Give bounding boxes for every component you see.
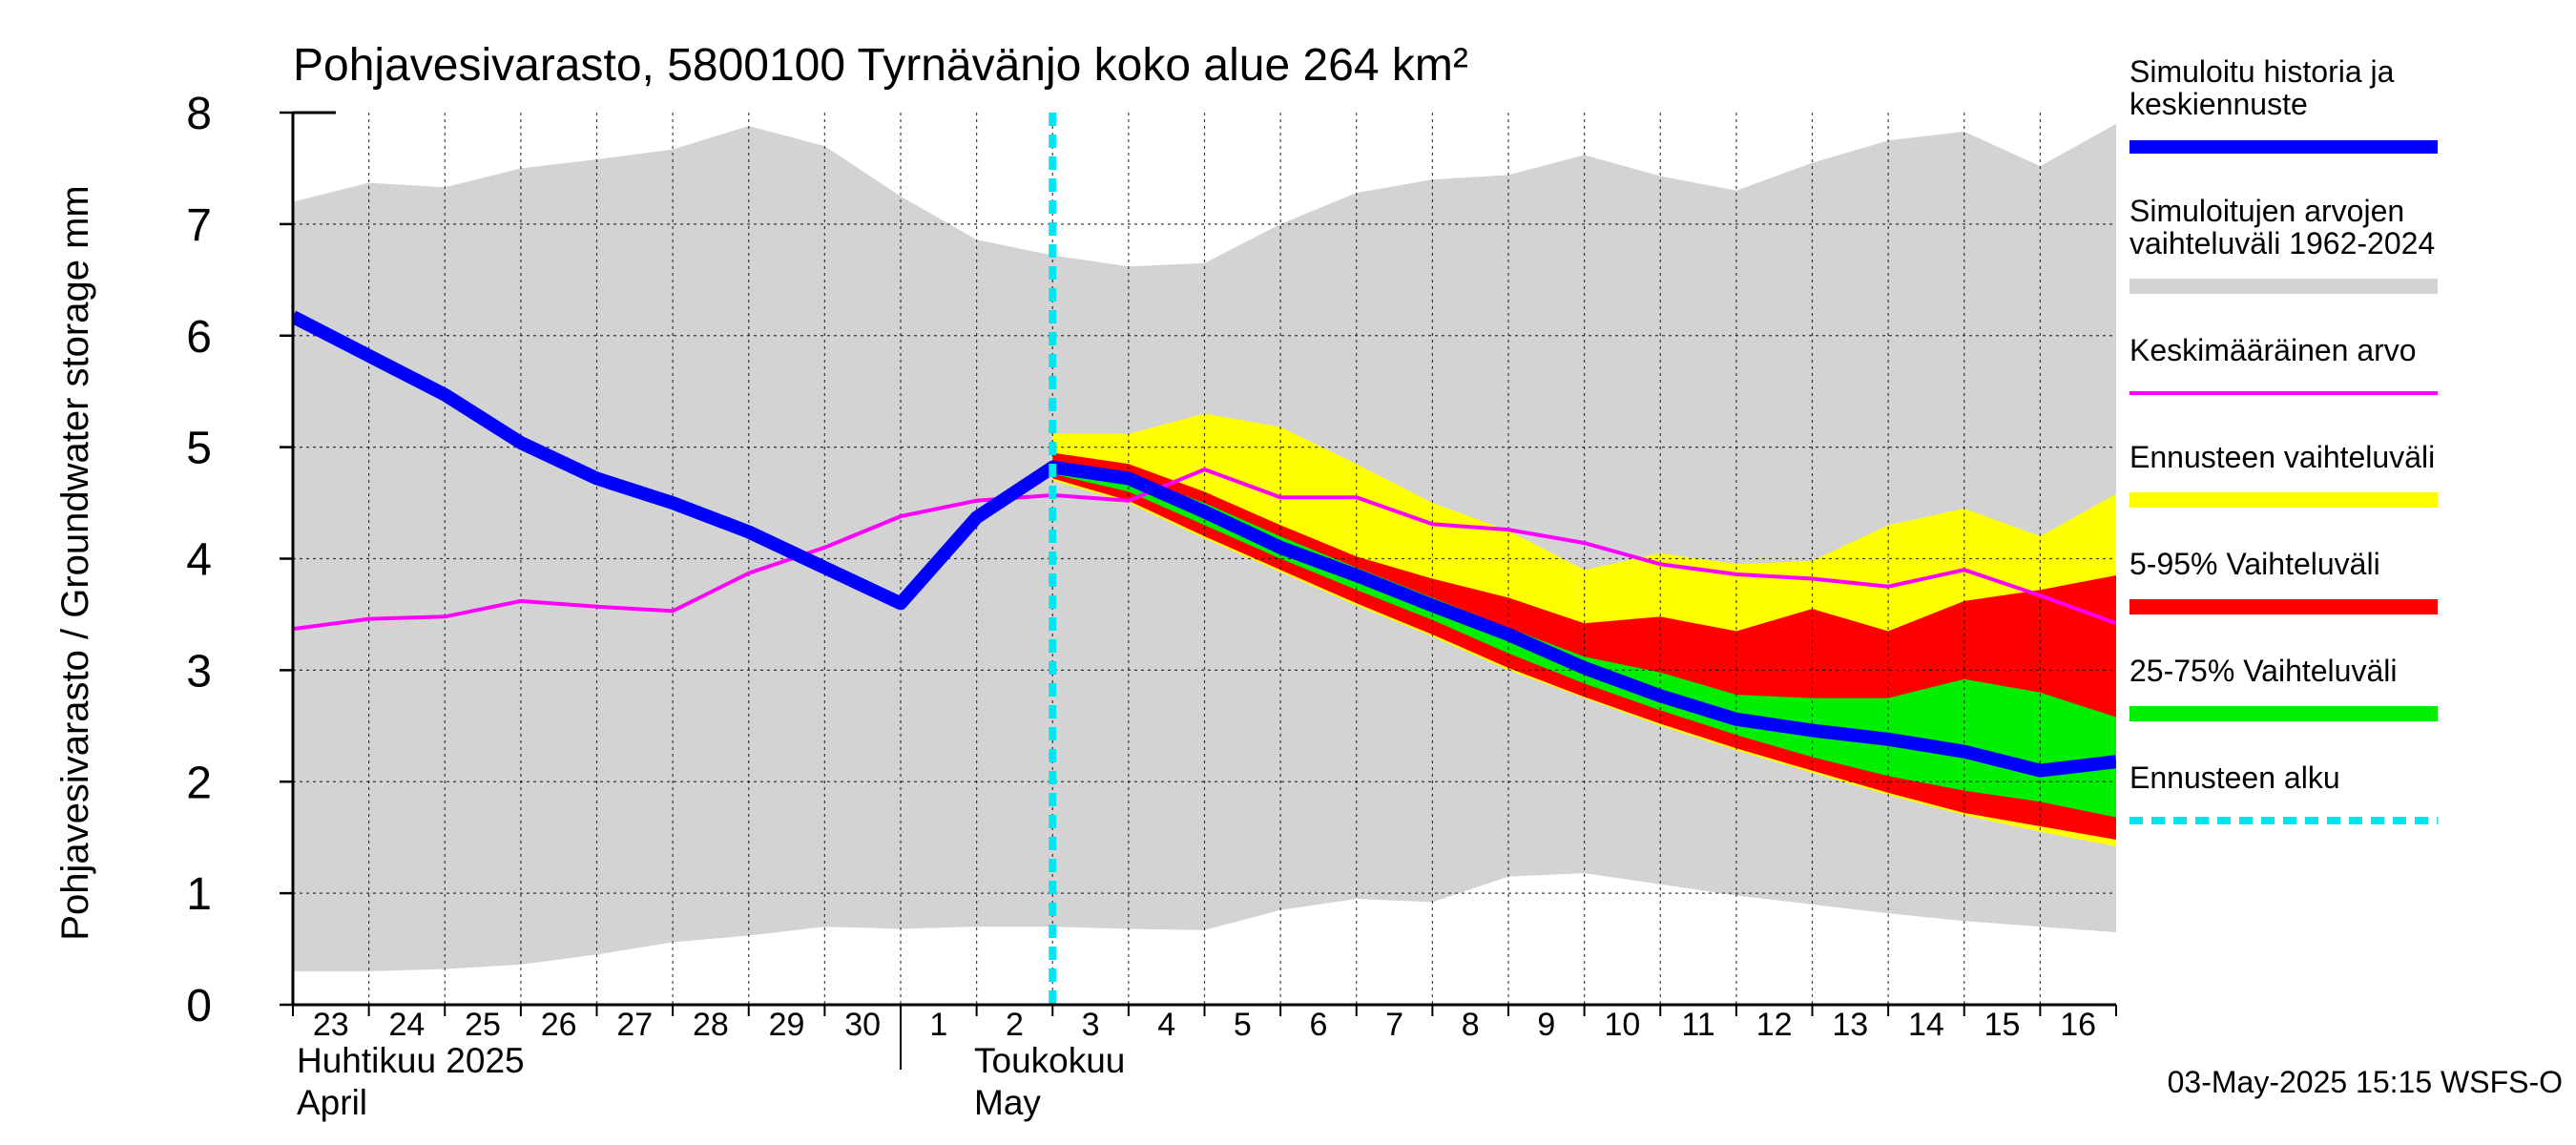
x-tick-label: 12 — [1756, 1007, 1793, 1043]
x-tick-label: 30 — [844, 1007, 881, 1043]
x-tick-label: 25 — [465, 1007, 501, 1043]
legend-label: Ennusteen alku — [2129, 760, 2340, 795]
y-tick-label: 2 — [186, 758, 212, 808]
x-tick-label: 4 — [1157, 1007, 1175, 1043]
month-label-april-fi: Huhtikuu 2025 — [297, 1041, 525, 1080]
y-tick-label: 4 — [186, 535, 212, 586]
x-tick-label: 26 — [541, 1007, 577, 1043]
x-tick-label: 27 — [616, 1007, 653, 1043]
x-tick-label: 13 — [1832, 1007, 1868, 1043]
x-tick-label: 1 — [929, 1007, 947, 1043]
x-tick-label: 7 — [1385, 1007, 1403, 1043]
x-tick-label: 9 — [1537, 1007, 1555, 1043]
x-tick-label: 2 — [1006, 1007, 1024, 1043]
x-tick-label: 6 — [1309, 1007, 1327, 1043]
month-label-may-fi: Toukokuu — [974, 1041, 1125, 1080]
x-tick-label: 11 — [1681, 1007, 1714, 1043]
timestamp: 03-May-2025 15:15 WSFS-O — [2168, 1065, 2563, 1099]
legend-label: Keskimääräinen arvo — [2129, 333, 2417, 367]
x-tick-label: 15 — [1984, 1007, 2021, 1043]
mean-line — [293, 467, 2116, 632]
y-tick-label: 3 — [186, 646, 212, 697]
x-tick-label: 8 — [1462, 1007, 1480, 1043]
legend-label: 25-75% Vaihteluväli — [2129, 654, 2397, 688]
x-tick-label: 10 — [1605, 1007, 1641, 1043]
legend-label: Ennusteen vaihteluväli — [2129, 440, 2435, 474]
legend-label: Simuloitujen arvojen — [2129, 194, 2404, 228]
y-tick-label: 0 — [186, 981, 212, 1031]
x-tick-label: 29 — [769, 1007, 805, 1043]
lines-layer — [293, 113, 2116, 1005]
y-tick-label: 5 — [186, 424, 212, 474]
legend-label: Simuloitu historia ja — [2129, 54, 2395, 89]
legend-label: 5-95% Vaihteluväli — [2129, 547, 2380, 581]
x-tick-label: 5 — [1234, 1007, 1252, 1043]
legend-label: vaihteluväli 1962-2024 — [2129, 226, 2435, 260]
y-axis-label: Pohjavesivarasto / Groundwater storage m… — [54, 185, 96, 940]
x-tick-label: 3 — [1082, 1007, 1100, 1043]
y-tick-label: 8 — [186, 89, 212, 139]
grid-layer — [293, 113, 2116, 1005]
chart-title: Pohjavesivarasto, 5800100 Tyrnävänjo kok… — [293, 40, 1468, 91]
x-tick-label: 16 — [2060, 1007, 2096, 1043]
x-tick-label: 14 — [1908, 1007, 1944, 1043]
legend-label: keskiennuste — [2129, 87, 2308, 121]
y-tick-label: 7 — [186, 200, 212, 251]
y-tick-label: 6 — [186, 312, 212, 363]
y-tick-label: 1 — [186, 869, 212, 920]
simulated-line — [293, 310, 2116, 778]
month-label-may-en: May — [974, 1083, 1041, 1122]
x-tick-label: 23 — [313, 1007, 349, 1043]
month-label-april-en: April — [297, 1083, 367, 1122]
x-tick-label: 28 — [693, 1007, 729, 1043]
x-tick-label: 24 — [389, 1007, 426, 1043]
